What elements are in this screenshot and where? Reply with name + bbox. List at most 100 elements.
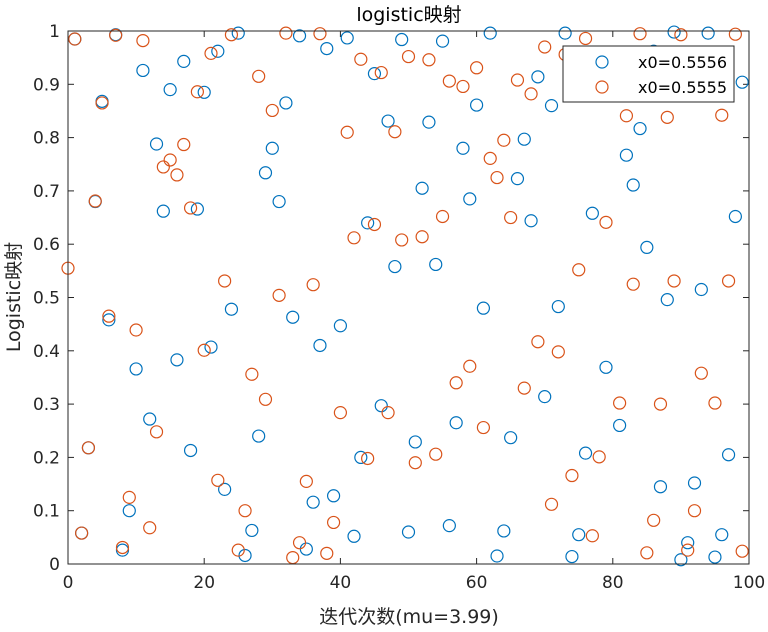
data-point	[538, 390, 552, 404]
data-point	[442, 519, 456, 533]
y-tick-labels: 0 0.1 0.2 0.3 0.4 0.5 0.6 0.7 0.8 0.9 1	[33, 22, 60, 575]
data-point	[177, 54, 191, 68]
data-point	[156, 204, 170, 218]
data-point	[170, 353, 184, 367]
data-point	[361, 451, 375, 466]
data-point	[715, 528, 729, 542]
data-point	[585, 529, 599, 543]
data-point	[258, 166, 273, 180]
data-point	[415, 181, 429, 195]
chart-title: logistic映射	[356, 4, 461, 26]
data-point	[647, 513, 661, 527]
data-point	[687, 504, 702, 518]
data-point	[306, 495, 320, 509]
y-tick-label: 0.7	[33, 182, 60, 202]
x-tick-label: 100	[733, 573, 765, 593]
data-point	[245, 523, 259, 538]
data-point	[708, 550, 722, 564]
data-point	[435, 34, 450, 48]
data-point	[653, 397, 668, 411]
data-point	[197, 343, 211, 357]
data-point	[183, 443, 198, 458]
data-point	[524, 87, 538, 101]
data-point	[374, 65, 388, 80]
y-tick-label: 0.1	[33, 502, 60, 522]
data-point	[456, 79, 470, 94]
y-tick-label: 0.2	[33, 448, 60, 468]
data-point	[721, 274, 736, 288]
data-point	[143, 412, 157, 426]
y-tick-label: 1	[49, 22, 60, 42]
data-point	[252, 429, 266, 443]
data-point	[728, 27, 742, 41]
data-point	[177, 137, 191, 152]
data-point	[68, 32, 82, 46]
data-point	[333, 406, 347, 420]
x-axis-label: 迭代次数(mu=3.99)	[319, 606, 499, 628]
data-point	[224, 28, 239, 42]
data-point	[190, 202, 204, 216]
data-point	[599, 360, 613, 374]
data-point	[136, 63, 150, 78]
data-point	[667, 25, 681, 39]
series-2-points	[61, 26, 749, 565]
data-point	[204, 340, 218, 354]
data-point	[122, 490, 136, 504]
data-point	[143, 521, 157, 535]
data-point	[272, 288, 286, 302]
data-point	[463, 359, 477, 373]
data-point	[326, 515, 341, 530]
data-point	[299, 474, 313, 488]
data-point	[163, 83, 177, 97]
y-tick-label: 0.8	[33, 129, 60, 149]
data-point	[231, 543, 245, 557]
data-point	[565, 468, 579, 483]
x-tick-label: 20	[193, 573, 215, 593]
legend-label-series-2: x0=0.5555	[638, 78, 727, 97]
data-point	[204, 46, 218, 60]
data-point	[238, 548, 252, 563]
data-point	[640, 240, 654, 254]
data-point	[517, 132, 531, 146]
data-point	[102, 313, 116, 327]
data-point	[136, 33, 150, 48]
data-point	[286, 310, 300, 324]
data-point	[401, 49, 416, 64]
data-point	[149, 425, 164, 439]
y-tick-label: 0.5	[33, 289, 60, 309]
data-point	[170, 168, 184, 182]
data-point	[626, 178, 640, 192]
legend: x0=0.5556 x0=0.5555	[562, 45, 735, 103]
data-point	[388, 259, 402, 274]
data-point	[401, 525, 416, 539]
data-point	[544, 497, 559, 511]
data-point	[75, 526, 89, 540]
data-point	[735, 75, 749, 89]
data-point	[313, 338, 327, 353]
data-point	[708, 396, 722, 410]
data-point	[395, 233, 409, 247]
data-point	[667, 274, 681, 288]
data-point	[442, 74, 456, 88]
data-point	[279, 96, 293, 110]
y-tick-label: 0.4	[33, 342, 60, 362]
data-point	[115, 540, 130, 555]
data-point	[660, 293, 674, 307]
data-point	[231, 26, 245, 40]
legend-marker-series-1	[595, 55, 609, 69]
data-point	[340, 31, 354, 45]
data-point	[395, 32, 409, 47]
y-tick-label: 0.9	[33, 75, 60, 95]
data-point	[367, 67, 382, 81]
data-point	[367, 217, 382, 232]
data-point	[211, 473, 225, 487]
plot-area	[68, 31, 749, 564]
data-point	[183, 201, 198, 215]
data-point	[524, 214, 538, 228]
data-point	[258, 392, 273, 406]
data-point	[81, 441, 96, 455]
data-point	[218, 274, 232, 288]
data-point	[429, 447, 443, 461]
data-point	[252, 69, 266, 83]
data-point	[674, 28, 688, 42]
